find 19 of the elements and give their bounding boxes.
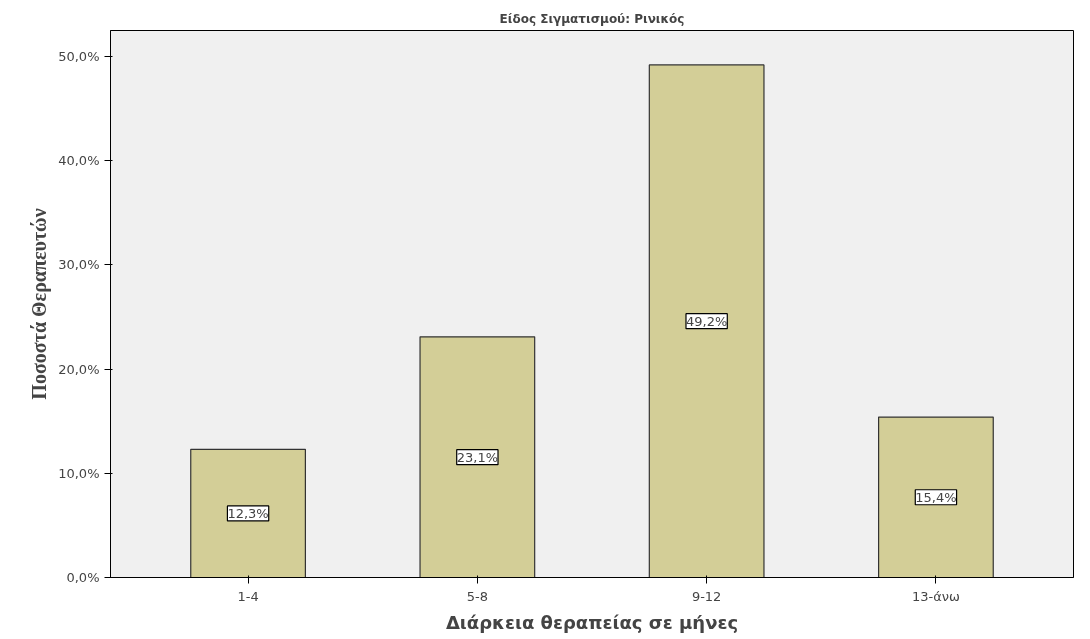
bar: [648, 64, 765, 578]
y-tick-label: 50,0%: [58, 49, 100, 65]
x-tick-label: 13-άνω: [911, 588, 960, 604]
data-label: 12,3%: [227, 505, 269, 521]
x-tick-label: 5-8: [466, 588, 488, 604]
x-tick-label: 9-12: [691, 588, 722, 604]
chart-title: Είδος Σιγματισμού: Ρινικός: [499, 11, 685, 26]
y-tick-label: 40,0%: [58, 153, 100, 169]
bar: [878, 416, 994, 578]
y-tick-label: 0,0%: [66, 570, 100, 585]
x-tick-label: 1-4: [237, 588, 259, 604]
y-tick-label: 30,0%: [58, 257, 100, 273]
data-label: 15,4%: [915, 489, 957, 505]
y-tick-label: 10,0%: [58, 465, 100, 481]
x-axis-title: Διάρκεια θεραπείας σε μήνες: [445, 611, 739, 633]
bar: [190, 448, 306, 578]
y-tick-label: 20,0%: [58, 361, 100, 377]
bar: [419, 336, 536, 578]
y-axis-title: Ποσοστά Θεραπευτών: [28, 208, 52, 400]
